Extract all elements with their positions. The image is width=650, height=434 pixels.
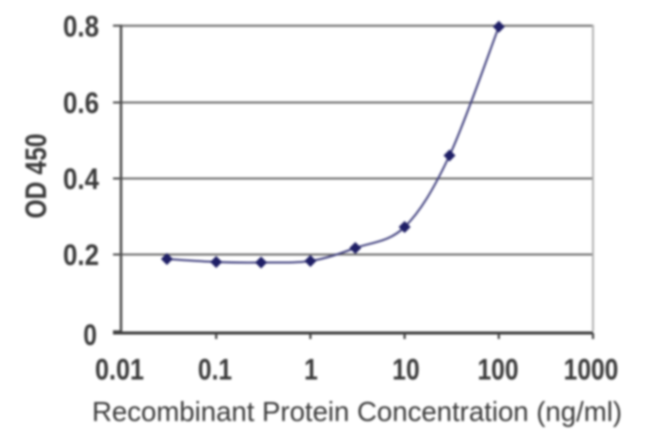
svg-text:0: 0: [83, 319, 97, 352]
svg-text:10: 10: [392, 354, 419, 387]
svg-text:OD 450: OD 450: [20, 134, 53, 219]
svg-text:0.8: 0.8: [63, 10, 99, 43]
svg-text:0.6: 0.6: [63, 87, 99, 120]
svg-text:0.4: 0.4: [63, 163, 99, 196]
svg-text:1000: 1000: [564, 354, 619, 387]
svg-text:0.01: 0.01: [95, 354, 144, 387]
svg-text:Recombinant Protein Concentrat: Recombinant Protein Concentration (ng/ml…: [92, 396, 622, 427]
svg-text:0.1: 0.1: [198, 354, 232, 387]
svg-text:1: 1: [304, 354, 318, 387]
svg-text:100: 100: [478, 354, 519, 387]
svg-text:0.2: 0.2: [63, 239, 99, 272]
